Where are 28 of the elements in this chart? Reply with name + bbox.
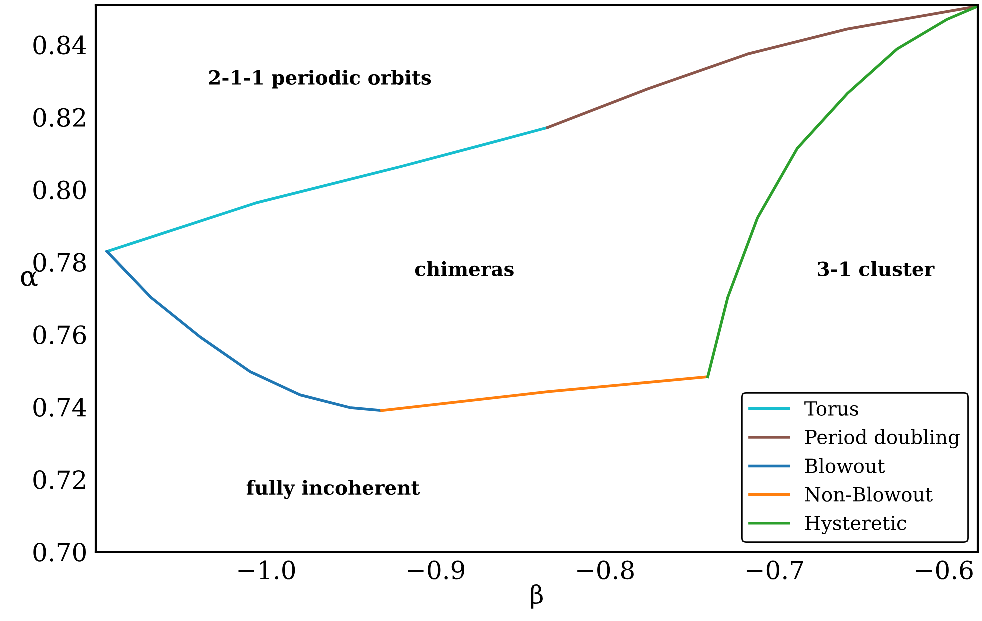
y-tick-label: 0.72 <box>34 470 86 490</box>
legend-label: Period doubling <box>805 430 960 449</box>
annotation: fully incoherent <box>246 480 420 500</box>
line-series <box>546 5 978 130</box>
y-tick-label: 0.74 <box>34 398 86 417</box>
y-tick-label: 0.82 <box>34 108 86 128</box>
legend-label: Non-Blowout <box>805 486 933 502</box>
x-tick-label: −0.7 <box>746 560 804 580</box>
y-tick-label: 0.78 <box>34 253 86 272</box>
x-axis-title: β <box>531 584 543 609</box>
y-tick-label: 0.70 <box>34 542 86 562</box>
annotation: 2-1-1 periodic orbits <box>209 70 432 89</box>
x-tick-label: −0.6 <box>916 560 973 580</box>
y-axis-title: α <box>21 271 38 287</box>
legend-label: Torus <box>804 402 858 416</box>
line-series <box>106 250 384 412</box>
legend-label: Hysteretic <box>805 516 906 534</box>
annotation: 3-1 cluster <box>818 261 935 276</box>
line-series <box>106 126 550 254</box>
y-tick-label: 0.80 <box>34 180 86 200</box>
annotation: chimeras <box>415 261 514 276</box>
line-series <box>706 5 978 378</box>
y-tick-label: 0.84 <box>34 36 86 55</box>
y-tick-label: 0.76 <box>34 326 86 345</box>
x-tick-label: −1.0 <box>238 560 296 580</box>
x-tick-label: −0.8 <box>578 560 634 580</box>
x-tick-label: −0.9 <box>408 560 465 580</box>
legend-label: Blowout <box>805 458 886 474</box>
